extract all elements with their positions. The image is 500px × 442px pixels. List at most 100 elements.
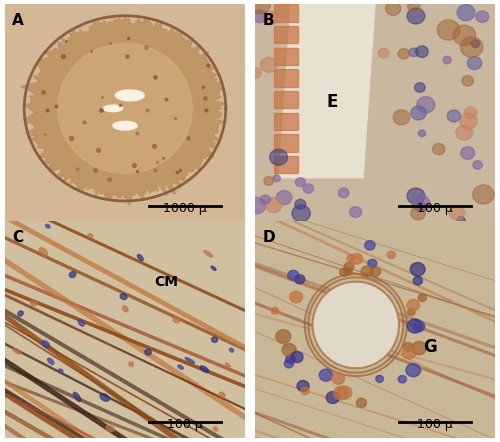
- Ellipse shape: [226, 363, 230, 367]
- Circle shape: [406, 363, 420, 377]
- Ellipse shape: [100, 393, 110, 401]
- Bar: [274, 134, 298, 152]
- Ellipse shape: [200, 366, 208, 373]
- Ellipse shape: [230, 348, 234, 352]
- Text: B: B: [262, 13, 274, 28]
- Circle shape: [393, 110, 410, 125]
- Ellipse shape: [138, 255, 143, 261]
- Circle shape: [418, 294, 426, 301]
- Circle shape: [376, 375, 384, 382]
- Circle shape: [303, 184, 314, 193]
- Ellipse shape: [12, 348, 21, 354]
- Circle shape: [361, 266, 373, 276]
- Circle shape: [416, 97, 435, 113]
- Ellipse shape: [122, 306, 128, 312]
- Circle shape: [273, 175, 280, 182]
- Polygon shape: [58, 43, 192, 173]
- Circle shape: [286, 355, 295, 363]
- Text: G: G: [424, 338, 437, 356]
- Circle shape: [276, 191, 292, 205]
- Ellipse shape: [212, 337, 218, 343]
- Ellipse shape: [106, 426, 114, 431]
- Circle shape: [334, 386, 348, 400]
- Circle shape: [350, 207, 362, 217]
- Polygon shape: [116, 90, 144, 101]
- Text: 100 μ: 100 μ: [417, 418, 453, 431]
- Circle shape: [407, 8, 425, 24]
- Circle shape: [408, 309, 415, 316]
- Ellipse shape: [120, 293, 127, 300]
- Ellipse shape: [40, 248, 48, 256]
- Circle shape: [408, 0, 420, 11]
- Circle shape: [292, 205, 310, 222]
- Polygon shape: [21, 18, 225, 205]
- Circle shape: [460, 147, 474, 160]
- Circle shape: [252, 10, 267, 23]
- Circle shape: [295, 199, 306, 209]
- Text: 1000 μ: 1000 μ: [163, 202, 207, 214]
- Polygon shape: [113, 122, 137, 130]
- Circle shape: [411, 207, 426, 220]
- Text: 100 μ: 100 μ: [417, 202, 453, 214]
- Circle shape: [407, 188, 425, 204]
- Polygon shape: [312, 282, 399, 368]
- Circle shape: [347, 255, 354, 262]
- Circle shape: [301, 387, 310, 395]
- Bar: [274, 69, 298, 87]
- Ellipse shape: [18, 311, 23, 316]
- Circle shape: [266, 198, 282, 213]
- Circle shape: [340, 268, 349, 276]
- Circle shape: [413, 276, 422, 285]
- Circle shape: [418, 130, 426, 137]
- Circle shape: [260, 195, 270, 204]
- Circle shape: [350, 253, 362, 264]
- Bar: [274, 26, 298, 43]
- Polygon shape: [21, 18, 225, 205]
- Text: D: D: [262, 230, 275, 245]
- Circle shape: [260, 57, 277, 72]
- Ellipse shape: [42, 341, 50, 348]
- Circle shape: [472, 40, 480, 47]
- Circle shape: [449, 206, 464, 220]
- Polygon shape: [279, 4, 375, 178]
- Circle shape: [295, 275, 305, 284]
- Circle shape: [456, 125, 472, 140]
- Bar: [274, 91, 298, 108]
- Circle shape: [402, 347, 416, 359]
- Circle shape: [282, 343, 296, 356]
- Circle shape: [462, 76, 473, 86]
- Ellipse shape: [129, 362, 134, 366]
- Circle shape: [356, 398, 366, 408]
- Circle shape: [297, 381, 309, 391]
- Circle shape: [416, 46, 428, 57]
- Circle shape: [460, 37, 483, 57]
- Circle shape: [460, 113, 477, 129]
- Ellipse shape: [220, 392, 225, 398]
- Circle shape: [412, 341, 426, 355]
- Circle shape: [410, 263, 425, 276]
- Text: C: C: [12, 230, 24, 245]
- Circle shape: [413, 321, 425, 332]
- Circle shape: [263, 11, 278, 25]
- Text: A: A: [12, 13, 24, 28]
- Circle shape: [290, 291, 302, 303]
- Circle shape: [344, 263, 354, 271]
- Circle shape: [378, 48, 389, 58]
- Circle shape: [387, 251, 396, 259]
- Circle shape: [410, 106, 426, 120]
- Circle shape: [288, 270, 299, 280]
- Circle shape: [344, 268, 352, 275]
- Circle shape: [409, 48, 418, 57]
- Circle shape: [412, 195, 430, 211]
- Ellipse shape: [211, 266, 216, 271]
- Bar: [274, 113, 298, 130]
- Circle shape: [398, 375, 406, 383]
- Circle shape: [250, 68, 262, 78]
- Circle shape: [473, 185, 494, 204]
- Circle shape: [250, 0, 270, 14]
- Circle shape: [270, 149, 287, 165]
- Polygon shape: [104, 105, 122, 112]
- Ellipse shape: [173, 316, 180, 323]
- Text: CM: CM: [154, 274, 178, 289]
- Circle shape: [464, 107, 477, 118]
